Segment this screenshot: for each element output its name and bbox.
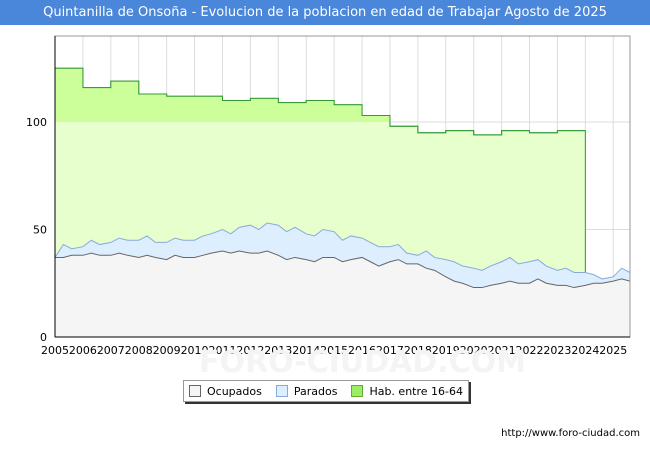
legend-item-ocupados: Ocupados (188, 384, 262, 398)
legend-item-habitantes: Hab. entre 16-64 (351, 385, 463, 398)
legend-label-ocupados: Ocupados (206, 384, 262, 398)
x-tick-label: 2020 (460, 344, 488, 357)
watermark: FORO-CIUDAD.COM (199, 345, 526, 380)
x-tick-label: 2012 (236, 344, 264, 357)
x-tick-label: 2013 (264, 344, 292, 357)
x-tick-label: 2009 (153, 344, 181, 357)
x-tick-label: 2014 (292, 344, 320, 357)
legend-swatch-ocupados (188, 385, 201, 397)
y-tick-label: 100 (26, 116, 47, 129)
x-tick-label: 2005 (41, 344, 69, 357)
x-tick-label: 2022 (516, 344, 544, 357)
x-tick-label: 2008 (125, 344, 153, 357)
x-tick-label: 2019 (432, 344, 460, 357)
x-tick-label: 2011 (208, 344, 236, 357)
series-line-habitantes-top (55, 67, 586, 136)
x-tick-label: 2015 (320, 344, 348, 357)
y-tick-label: 50 (33, 224, 47, 237)
x-tick-label: 2025 (599, 344, 627, 357)
x-tick-label: 2010 (181, 344, 209, 357)
legend-swatch-parados (275, 385, 288, 397)
y-tick-label: 0 (40, 331, 47, 344)
series-line-ocupados (55, 250, 631, 289)
legend-item-parados: Parados (275, 384, 338, 398)
x-tick-label: 2018 (404, 344, 432, 357)
x-tick-label: 2016 (348, 344, 376, 357)
series-area-ocupados (55, 251, 630, 337)
x-tick-label: 2024 (571, 344, 599, 357)
x-tick-label: 2007 (97, 344, 125, 357)
chart-title: Quintanilla de Onsoña - Evolucion de la … (0, 0, 650, 25)
x-tick-label: 2023 (543, 344, 571, 357)
source-url: http://www.foro-ciudad.com (501, 428, 640, 439)
legend-label-habitantes: Hab. entre 16-64 (369, 384, 463, 398)
x-tick-label: 2017 (376, 344, 404, 357)
x-tick-label: 2021 (488, 344, 516, 357)
series-line-parados (54, 222, 631, 280)
legend-swatch-habitantes (351, 385, 364, 397)
chart-legend: Ocupados Parados Hab. entre 16-64 (183, 380, 469, 402)
legend-label-parados: Parados (293, 384, 338, 398)
x-tick-label: 2006 (69, 344, 97, 357)
